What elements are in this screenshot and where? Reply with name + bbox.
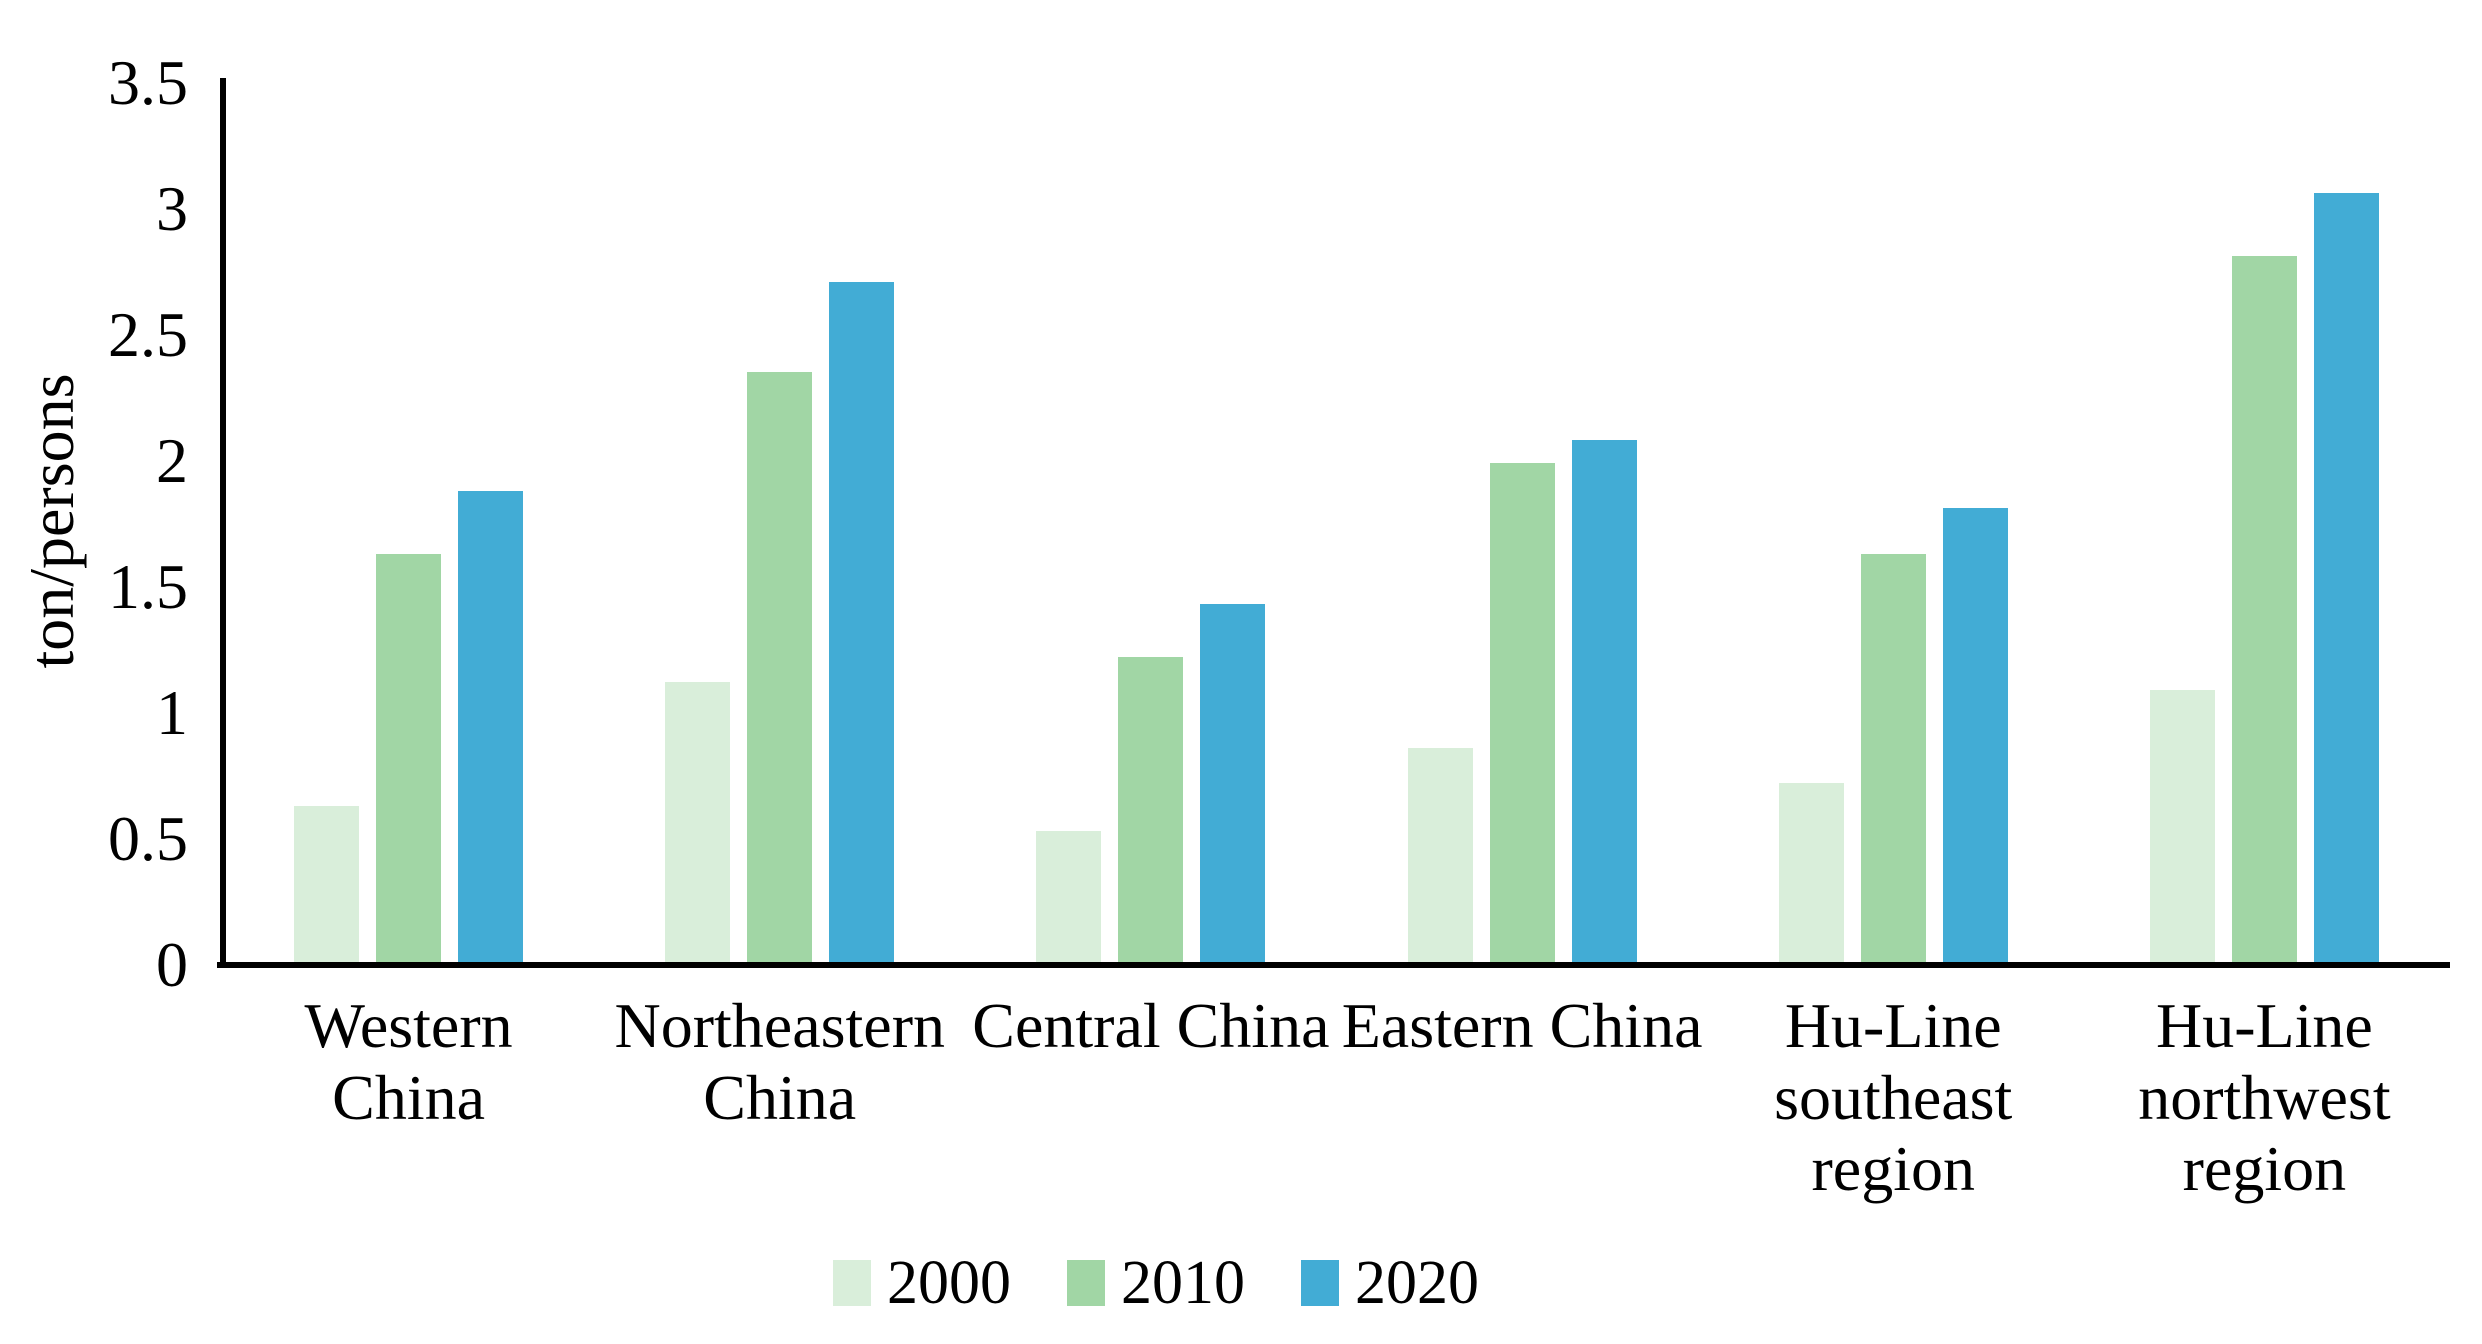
legend-label-2010: 2010 xyxy=(1121,1249,1245,1317)
bar-2000-western-china xyxy=(294,805,360,962)
legend-swatch-2020 xyxy=(1301,1260,1339,1306)
bar-2010-northeastern-china xyxy=(747,372,813,962)
legend-item-2010: 2010 xyxy=(1067,1252,1245,1314)
legend-swatch-2000 xyxy=(833,1260,871,1306)
plot-area xyxy=(223,80,2450,962)
y-tick-label-1: 1 xyxy=(156,677,188,748)
legend-label-2020: 2020 xyxy=(1355,1249,1479,1317)
bar-group-northeastern-china xyxy=(594,80,965,962)
legend: 2000 2010 2020 xyxy=(0,1252,2397,1314)
x-category-label-northeastern-china: Northeastern China xyxy=(614,990,945,1133)
bar-2010-hu-line-southeast-region xyxy=(1860,553,1926,962)
bar-2020-hu-line-northwest-region xyxy=(2313,193,2379,962)
bar-2000-hu-line-southeast-region xyxy=(1778,783,1844,962)
bar-2010-hu-line-northwest-region xyxy=(2231,256,2297,962)
bar-2000-eastern-china xyxy=(1407,747,1473,962)
y-tick-label-0: 0 xyxy=(156,929,188,1000)
y-tick-label-2: 2 xyxy=(156,425,188,496)
bar-group-hu-line-southeast-region xyxy=(1708,80,2079,962)
bar-2010-central-china xyxy=(1118,657,1184,962)
y-tick-label-3: 3 xyxy=(156,173,188,244)
bar-group-eastern-china xyxy=(1337,80,1708,962)
legend-label-2000: 2000 xyxy=(887,1249,1011,1317)
bar-group-central-china xyxy=(965,80,1336,962)
bar-2020-central-china xyxy=(1200,604,1266,962)
y-tick-label-2.5: 2.5 xyxy=(108,299,188,370)
y-tick-label-1.5: 1.5 xyxy=(108,551,188,622)
bar-2000-central-china xyxy=(1036,830,1102,962)
bar-2000-northeastern-china xyxy=(665,682,731,962)
y-tick-label-3.5: 3.5 xyxy=(108,47,188,118)
bar-2020-eastern-china xyxy=(1571,440,1637,962)
x-category-label-western-china: Western China xyxy=(304,990,513,1133)
legend-item-2020: 2020 xyxy=(1301,1252,1479,1314)
legend-swatch-2010 xyxy=(1067,1260,1105,1306)
bar-group-western-china xyxy=(223,80,594,962)
bar-2020-western-china xyxy=(458,490,524,962)
bar-group-hu-line-northwest-region xyxy=(2079,80,2450,962)
x-axis-line xyxy=(217,962,2450,968)
y-tick-label-0.5: 0.5 xyxy=(108,803,188,874)
bar-2010-eastern-china xyxy=(1489,463,1555,962)
x-category-label-central-china: Central China xyxy=(972,990,1330,1061)
legend-item-2000: 2000 xyxy=(833,1252,1011,1314)
bar-2020-northeastern-china xyxy=(829,281,895,962)
y-axis-title: ton/persons xyxy=(16,373,87,669)
x-category-label-eastern-china: Eastern China xyxy=(1341,990,1703,1061)
bar-2020-hu-line-southeast-region xyxy=(1942,508,2008,962)
bar-2000-hu-line-northwest-region xyxy=(2149,689,2215,962)
x-category-label-hu-line-southeast-region: Hu-Line southeast region xyxy=(1774,990,2013,1205)
bar-2010-western-china xyxy=(376,553,442,962)
y-axis-line xyxy=(220,78,226,968)
x-category-label-hu-line-northwest-region: Hu-Line northwest region xyxy=(2138,990,2391,1205)
